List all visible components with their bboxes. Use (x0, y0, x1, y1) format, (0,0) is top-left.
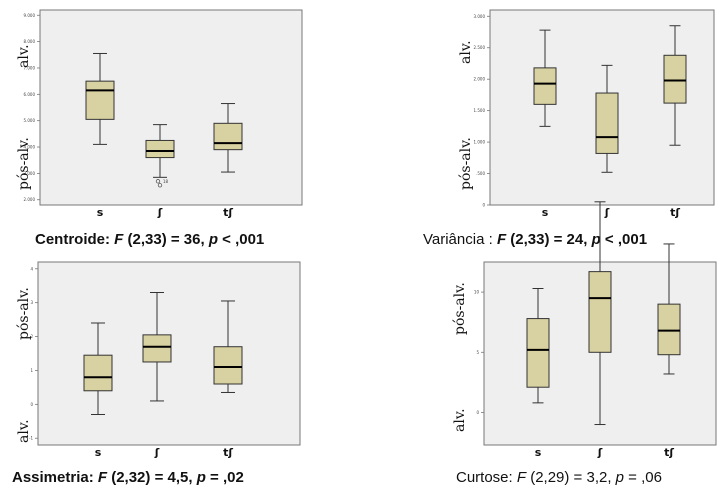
y-tick-label: 1.500 (474, 108, 486, 113)
caption-f: F (516, 469, 527, 486)
caption-rest: = ,02 (205, 469, 244, 486)
plot-area (39, 9, 303, 206)
outlier-label: 18 (163, 179, 169, 184)
caption-rest: < ,001 (600, 231, 648, 248)
box (588, 271, 612, 353)
box (85, 80, 115, 120)
y-tick-label: 2.500 (474, 45, 486, 50)
caption-prefix: Centroide: (35, 231, 115, 248)
y-tick-label: 3.000 (474, 14, 486, 19)
category-label: tʃ (670, 206, 680, 219)
caption-f: F (114, 231, 124, 248)
caption-curtose: Curtose: F (2,29) = 3,2, p = ,06 (456, 469, 662, 486)
caption-f: F (496, 231, 507, 248)
category-label: tʃ (664, 446, 674, 459)
category-label: ʃ (157, 206, 163, 219)
category-label: ʃ (597, 446, 603, 459)
caption-p: p (615, 469, 625, 486)
caption-prefix: Assimetria: (12, 469, 98, 486)
box (533, 67, 557, 105)
category-label: ʃ (604, 206, 610, 219)
y-tick-label: 2 (30, 334, 33, 339)
box (213, 346, 243, 385)
y-tick-label: 0 (476, 410, 479, 415)
y-tick-label: 3 (30, 300, 33, 305)
y-tick-label: 4 (30, 266, 33, 271)
y-tick-label: 1 (30, 368, 33, 373)
caption-prefix: Curtose: (456, 469, 517, 486)
y-tick-label: 8.000 (24, 39, 36, 44)
caption-p: p (591, 231, 601, 248)
y-tick-label: .500 (476, 171, 485, 176)
box (142, 334, 172, 363)
outlier-point (155, 179, 161, 184)
caption-args: (2,33) = 36, (123, 231, 209, 248)
caption-p: p (196, 469, 206, 486)
ylabel-top: pós-alv. (452, 282, 468, 335)
caption-f: F (97, 469, 108, 486)
box (145, 139, 175, 159)
y-tick-label: 0 (482, 203, 485, 208)
box (83, 354, 113, 392)
category-label: s (95, 446, 102, 459)
y-tick-label: 2.000 (24, 197, 36, 202)
y-tick-label: 10 (474, 290, 480, 295)
caption-assimetria: Assimetria: F (2,32) = 4,5, p = ,02 (12, 469, 244, 486)
caption-rest: = ,06 (624, 469, 662, 486)
box (657, 303, 681, 356)
y-tick-label: 9.000 (24, 13, 36, 18)
y-tick-label: 6.000 (24, 92, 36, 97)
y-tick-label: 5.000 (24, 118, 36, 123)
y-tick-label: 0 (30, 402, 33, 407)
caption-prefix: Variância : (423, 231, 497, 248)
caption-args: (2,32) = 4,5, (107, 469, 197, 486)
y-tick-label: 1.000 (474, 140, 486, 145)
box (663, 54, 687, 104)
caption-rest: < ,001 (217, 231, 265, 248)
caption-args: (2,33) = 24, (506, 231, 592, 248)
y-tick-label: 2.000 (474, 77, 486, 82)
caption-centroide: Centroide: F (2,33) = 36, p < ,001 (35, 231, 264, 248)
y-tick-label: 5 (476, 350, 479, 355)
category-label: tʃ (223, 206, 233, 219)
box (595, 92, 619, 154)
category-label: tʃ (223, 446, 233, 459)
caption-variancia: Variância : F (2,33) = 24, p < ,001 (423, 231, 647, 248)
caption-args: (2,29) = 3,2, (526, 469, 616, 486)
outlier-point (157, 183, 163, 188)
caption-p: p (208, 231, 218, 248)
category-label: s (535, 446, 542, 459)
category-label: s (97, 206, 104, 219)
box (213, 122, 243, 151)
category-label: ʃ (154, 446, 160, 459)
y-tick-label: 3.000 (24, 171, 36, 176)
y-tick-label: -1 (29, 436, 33, 441)
box (526, 318, 550, 388)
category-label: s (542, 206, 549, 219)
ylabel-bottom: alv. (452, 408, 468, 432)
y-tick-label: 4.000 (24, 145, 36, 150)
y-tick-label: 7.000 (24, 65, 36, 70)
